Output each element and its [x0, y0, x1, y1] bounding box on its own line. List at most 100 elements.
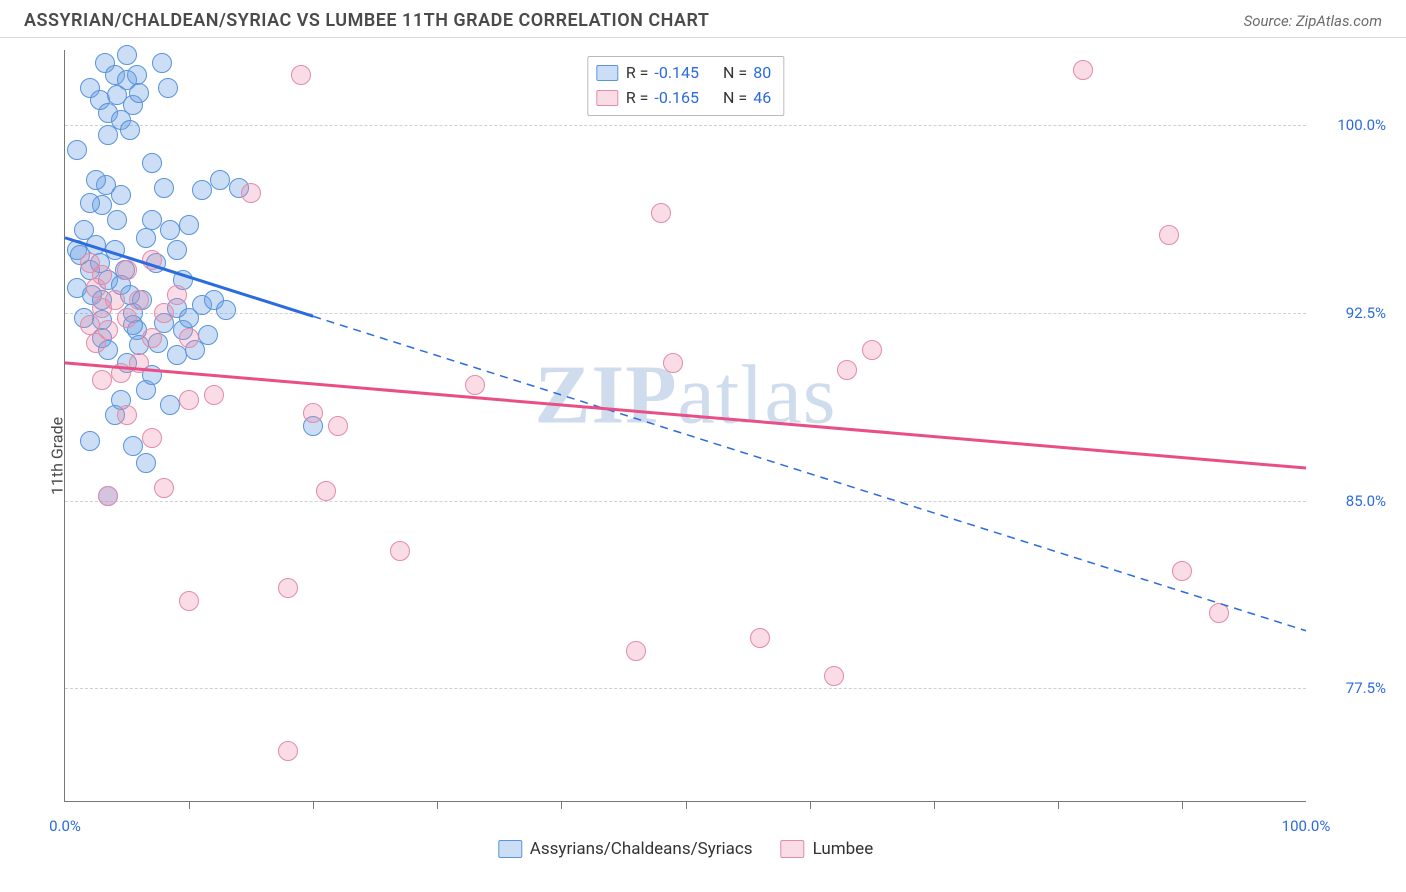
chart-area: 11th Grade ZIPatlas 100.0%92.5%85.0%77.5… — [24, 50, 1396, 862]
legend-item: Lumbee — [781, 839, 874, 859]
data-point — [210, 170, 230, 190]
data-point — [663, 353, 683, 373]
y-tick-label: 85.0% — [1314, 492, 1386, 510]
data-point — [98, 486, 118, 506]
data-point — [142, 250, 162, 270]
correlation-legend: R =-0.145 N =80 R =-0.165 N =46 — [587, 56, 784, 116]
data-point — [241, 183, 261, 203]
data-point — [120, 120, 140, 140]
x-tick — [189, 801, 190, 809]
data-point — [154, 303, 174, 323]
data-point — [107, 210, 127, 230]
data-point — [80, 431, 100, 451]
data-point — [117, 260, 137, 280]
data-point — [123, 436, 143, 456]
legend-swatch — [596, 65, 618, 81]
source-attribution: Source: ZipAtlas.com — [1244, 12, 1382, 30]
data-point — [117, 45, 137, 65]
data-point — [204, 385, 224, 405]
x-tick-label-min: 0.0% — [49, 817, 81, 835]
data-point — [111, 185, 131, 205]
data-point — [136, 453, 156, 473]
data-point — [179, 390, 199, 410]
y-tick-label: 77.5% — [1314, 679, 1386, 697]
y-tick-label: 92.5% — [1314, 304, 1386, 322]
legend-label: Assyrians/Chaldeans/Syriacs — [530, 839, 753, 859]
data-point — [105, 240, 125, 260]
data-point — [136, 228, 156, 248]
x-tick — [686, 801, 687, 809]
data-point — [92, 370, 112, 390]
chart-title: ASSYRIAN/CHALDEAN/SYRIAC VS LUMBEE 11TH … — [24, 10, 709, 31]
data-point — [837, 360, 857, 380]
data-point — [278, 741, 298, 761]
data-point — [390, 541, 410, 561]
legend-r: R =-0.145 — [626, 61, 699, 86]
data-point — [1209, 603, 1229, 623]
data-point — [626, 641, 646, 661]
legend-label: Lumbee — [813, 839, 874, 859]
data-point — [111, 363, 131, 383]
data-point — [198, 325, 218, 345]
y-tick-label: 100.0% — [1314, 116, 1386, 134]
x-tick — [810, 801, 811, 809]
data-point — [291, 65, 311, 85]
plot-region: ZIPatlas 100.0%92.5%85.0%77.5% R =-0.145… — [64, 50, 1306, 802]
x-tick — [313, 801, 314, 809]
data-point — [1159, 225, 1179, 245]
data-point — [750, 628, 770, 648]
legend-row: R =-0.145 N =80 — [596, 61, 771, 86]
data-point — [142, 210, 162, 230]
data-point — [160, 395, 180, 415]
x-tick-label-max: 100.0% — [1282, 817, 1331, 835]
data-point — [167, 240, 187, 260]
data-point — [192, 180, 212, 200]
data-point — [167, 285, 187, 305]
data-point — [117, 308, 137, 328]
data-point — [152, 53, 172, 73]
data-point — [142, 428, 162, 448]
data-point — [142, 153, 162, 173]
legend-r: R =-0.165 — [626, 86, 699, 111]
data-point — [465, 375, 485, 395]
legend-swatch — [781, 840, 805, 858]
data-point — [328, 416, 348, 436]
data-point — [862, 340, 882, 360]
data-point — [160, 220, 180, 240]
data-point — [1073, 60, 1093, 80]
x-tick — [1182, 801, 1183, 809]
data-point — [216, 300, 236, 320]
data-point — [303, 403, 323, 423]
data-point — [158, 78, 178, 98]
x-tick — [934, 801, 935, 809]
legend-item: Assyrians/Chaldeans/Syriacs — [498, 839, 753, 859]
x-tick — [561, 801, 562, 809]
data-point — [142, 328, 162, 348]
data-point — [179, 591, 199, 611]
data-point — [179, 328, 199, 348]
legend-swatch — [596, 90, 618, 106]
data-point — [1172, 561, 1192, 581]
data-point — [129, 83, 149, 103]
legend-n: N =46 — [723, 86, 771, 111]
points-layer — [65, 50, 1306, 801]
legend-n: N =80 — [723, 61, 771, 86]
data-point — [316, 481, 336, 501]
data-point — [179, 215, 199, 235]
data-point — [154, 178, 174, 198]
data-point — [80, 193, 100, 213]
data-point — [129, 290, 149, 310]
data-point — [105, 290, 125, 310]
data-point — [117, 405, 137, 425]
data-point — [92, 265, 112, 285]
data-point — [651, 203, 671, 223]
x-tick — [1058, 801, 1059, 809]
legend-swatch — [498, 840, 522, 858]
data-point — [86, 333, 106, 353]
data-point — [154, 478, 174, 498]
data-point — [824, 666, 844, 686]
series-legend: Assyrians/Chaldeans/Syriacs Lumbee — [498, 839, 873, 859]
x-tick — [437, 801, 438, 809]
data-point — [129, 353, 149, 373]
data-point — [86, 170, 106, 190]
